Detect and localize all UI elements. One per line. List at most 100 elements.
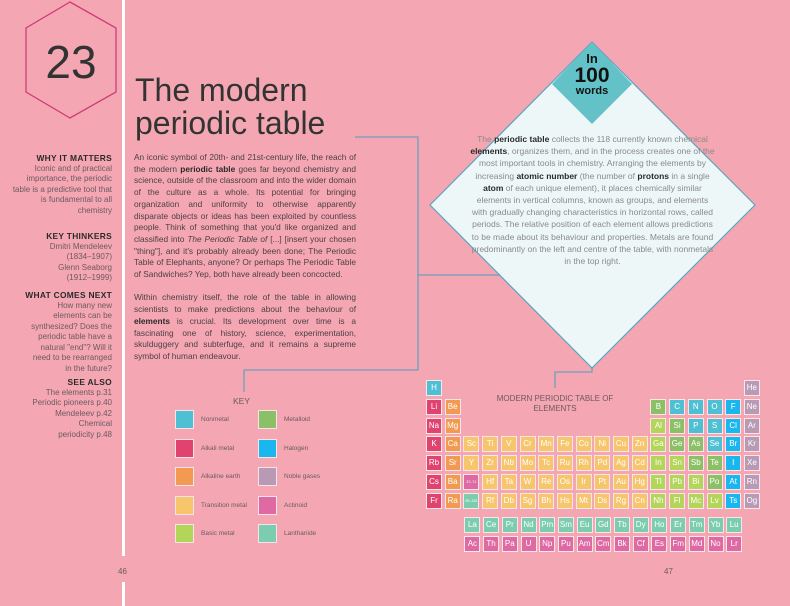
see-link[interactable]: The elements p.31: [45, 387, 112, 397]
element-cell: Cr: [519, 436, 536, 453]
element-cell: Na: [426, 417, 442, 434]
key-item: Halogen: [258, 438, 309, 458]
element-cell: Sm: [557, 517, 574, 533]
text: of each unique element), it places chemi…: [471, 182, 714, 267]
element-cell: Os: [556, 474, 573, 490]
element-cell: Mn: [538, 436, 555, 453]
element-cell: Db: [500, 492, 517, 509]
element-cell: Lv: [706, 492, 723, 509]
element-cell: P: [687, 417, 704, 434]
element-cell: Se: [706, 436, 723, 453]
see-link[interactable]: periodicity p.48: [58, 429, 112, 439]
periodic-table-title: MODERN PERIODIC TABLE OF ELEMENTS: [496, 394, 614, 413]
why-it-matters: WHY IT MATTERS Iconic and of practical i…: [0, 153, 112, 216]
key-item: Basic metal: [175, 524, 235, 543]
element-cell: Es: [651, 536, 668, 552]
element-cell: Mc: [687, 492, 704, 509]
element-cell: Hf: [482, 474, 499, 490]
key-swatch: [258, 495, 277, 515]
element-cell: Sb: [687, 455, 704, 472]
element-cell: Ni: [594, 436, 611, 453]
element-cell: Ga: [650, 436, 667, 453]
thinker-dates: (1912–1999): [66, 273, 112, 282]
element-cell: Ce: [483, 517, 500, 533]
bold-term: periodic table: [494, 134, 550, 144]
element-cell: K: [426, 436, 442, 453]
element-cell: Bk: [614, 536, 630, 552]
element-cell: Cs: [426, 474, 442, 490]
key-swatch: [175, 495, 194, 515]
title-line: periodic table: [135, 105, 326, 141]
element-cell: Zn: [631, 436, 648, 453]
next-text: How many new elements can be synthesized…: [31, 300, 112, 373]
bold-term: elements: [134, 315, 170, 326]
element-cell: Cd: [631, 455, 648, 472]
element-cell: Pb: [669, 474, 686, 490]
element-cell: Lr: [726, 536, 743, 552]
element-cell: Ru: [556, 455, 573, 472]
element-cell: Nh: [650, 492, 667, 509]
bold-term: protons: [637, 170, 670, 181]
element-cell: Er: [670, 517, 687, 533]
element-cell: Tb: [614, 517, 630, 533]
column-divider: [122, 0, 125, 556]
element-cell: Mt: [575, 492, 592, 509]
element-cell: Rb: [426, 455, 442, 472]
element-cell: Te: [706, 455, 723, 472]
element-cell: B: [650, 398, 667, 415]
element-cell: H: [426, 380, 442, 396]
element-cell: Re: [538, 474, 555, 490]
element-cell: Bi: [687, 474, 704, 490]
see-link[interactable]: Mendeleev p.42: [55, 408, 112, 418]
element-cell: Eu: [576, 517, 593, 533]
element-cell: Pm: [539, 517, 556, 533]
hexagon-badge: [25, 1, 117, 119]
element-cell: Gd: [595, 517, 612, 533]
summary-diamond: [429, 41, 756, 369]
element-cell: Mo: [519, 455, 536, 472]
element-cell: Cf: [632, 536, 649, 552]
next-heading: WHAT COMES NEXT: [25, 290, 112, 300]
element-cell: As: [687, 436, 704, 453]
see-heading: SEE ALSO: [67, 377, 112, 387]
see-link[interactable]: Chemical: [78, 419, 112, 428]
element-cell: Cu: [613, 436, 629, 453]
title-line: The modern: [135, 72, 308, 108]
element-cell: Ts: [725, 492, 742, 509]
element-cell: Sc: [463, 436, 480, 453]
element-cell: Li: [426, 398, 442, 415]
key-item: Lanthanide: [258, 524, 316, 543]
page-number-left: 46: [118, 567, 127, 576]
italic-text: The Periodic Table of: [187, 233, 268, 244]
element-cell: Be: [444, 398, 461, 415]
element-cell: Fr: [426, 492, 442, 509]
words-label: words: [575, 85, 609, 97]
element-cell: Sn: [669, 455, 686, 472]
key-item: Transition metal: [175, 495, 247, 515]
element-cell: Al: [650, 417, 667, 434]
element-cell: In: [650, 455, 667, 472]
key-label: Halogen: [284, 444, 309, 452]
element-cell: Rn: [743, 474, 760, 490]
text: in a single: [669, 170, 710, 181]
key-item: Nonmetal: [175, 410, 229, 429]
in-100-words-label: In 100 words: [552, 52, 632, 97]
text: collects the 118 currently known chemica…: [549, 134, 708, 144]
element-cell: Ba: [444, 474, 461, 490]
in-label: In: [586, 51, 598, 66]
chapter-number: 23: [45, 36, 97, 88]
element-cell: Xe: [743, 455, 760, 472]
key-item: Actinoid: [258, 495, 307, 515]
page-title: The modern periodic table: [135, 74, 325, 140]
why-heading: WHY IT MATTERS: [36, 153, 112, 163]
text: Within chemistry itself, the role of the…: [134, 292, 356, 315]
see-link[interactable]: Periodic pioneers p.40: [32, 398, 112, 407]
element-cell: 57–71: [463, 474, 480, 490]
key-item: Alkaline earth: [175, 467, 240, 486]
element-cell: C: [669, 398, 686, 415]
element-cell: Po: [706, 474, 723, 490]
page-number-right: 47: [664, 567, 673, 576]
element-cell: Pd: [594, 455, 611, 472]
element-cell: Bh: [538, 492, 555, 509]
element-cell: Pa: [501, 536, 518, 552]
